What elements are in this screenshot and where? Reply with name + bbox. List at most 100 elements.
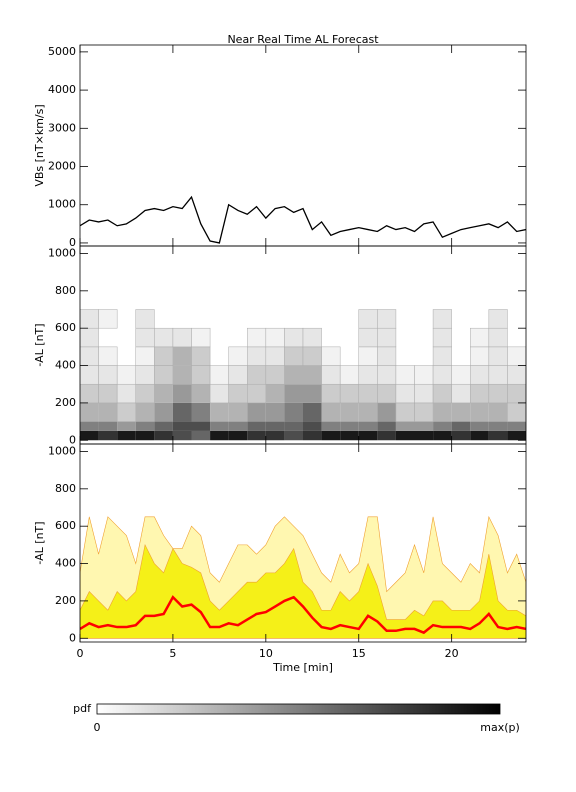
heatmap-cell: [451, 383, 471, 404]
heatmap-cell: [432, 327, 452, 348]
y-tick-label: 4000: [48, 83, 76, 96]
heatmap-cell: [284, 384, 303, 403]
heatmap-cell: [303, 384, 322, 403]
heatmap-cell: [265, 346, 285, 366]
heatmap-cell: [154, 402, 173, 422]
heatmap-cell: [321, 365, 341, 385]
heatmap-cell: [154, 346, 174, 366]
heatmap-cell: [470, 346, 490, 366]
heatmap-cell: [451, 421, 471, 431]
heatmap-cell: [470, 402, 489, 422]
heatmap-cell: [470, 327, 490, 348]
heatmap-cell: [172, 327, 192, 348]
heatmap-cell: [321, 430, 341, 441]
heatmap-cell: [98, 383, 118, 404]
heatmap-cell: [210, 402, 229, 422]
y-axis-label: VBs [nT×km/s]: [33, 104, 46, 186]
heatmap-cell: [191, 402, 211, 422]
heatmap-cell: [414, 430, 434, 441]
heatmap-cell: [265, 327, 285, 348]
y-tick-label: 1000: [48, 246, 76, 259]
x-tick-label: 5: [169, 647, 176, 660]
heatmap-cell: [80, 402, 99, 422]
heatmap-cell: [80, 421, 99, 431]
heatmap-cell: [470, 430, 489, 441]
heatmap-cell: [116, 383, 136, 404]
heatmap-cell: [284, 421, 303, 431]
y-tick-label: 3000: [48, 121, 76, 134]
heatmap-cell: [339, 383, 359, 404]
heatmap-cell: [135, 365, 155, 385]
heatmap-cell: [247, 421, 266, 431]
heatmap-cell: [228, 383, 248, 404]
heatmap-cell: [395, 430, 415, 441]
heatmap-cell: [247, 327, 267, 348]
heatmap-cell: [395, 421, 415, 431]
heatmap-cell: [80, 309, 99, 329]
heatmap-cell: [488, 309, 508, 329]
heatmap-cell: [98, 402, 118, 422]
heatmap-cell: [228, 365, 248, 385]
heatmap-cell: [116, 365, 136, 385]
heatmap-cell: [265, 402, 285, 422]
heatmap-cell: [377, 346, 397, 366]
heatmap-cell: [451, 430, 471, 441]
heatmap-cell: [358, 430, 378, 441]
heatmap-cell: [303, 365, 322, 385]
heatmap-cell: [80, 383, 99, 404]
heatmap-cell: [432, 365, 452, 385]
area: [80, 543, 526, 639]
colorbar-label: pdf: [73, 702, 92, 715]
heatmap-cell: [135, 346, 155, 366]
heatmap-cell: [321, 402, 341, 422]
heatmap-cell: [154, 421, 173, 431]
heatmap-cell: [377, 327, 397, 348]
heatmap-cell: [191, 421, 211, 431]
heatmap-cell: [340, 402, 359, 422]
heatmap-cell: [507, 346, 526, 366]
heatmap-cell: [265, 384, 285, 403]
heatmap-cell: [80, 346, 99, 366]
heatmap-cell: [209, 383, 229, 404]
y-tick-label: 0: [69, 631, 76, 644]
heatmap-cell: [172, 402, 192, 422]
y-tick-label: 400: [55, 359, 76, 372]
heatmap-cell: [395, 402, 415, 422]
heatmap-cell: [432, 346, 452, 366]
heatmap-cell: [191, 327, 211, 348]
heatmap-cell: [377, 430, 396, 441]
colorbar-min-label: 0: [94, 721, 101, 734]
heatmap-cell: [358, 402, 378, 422]
heatmap-cell: [488, 421, 508, 431]
heatmap-cell: [284, 346, 304, 366]
chart-title: Near Real Time AL Forecast: [227, 33, 379, 46]
heatmap-cell: [172, 365, 192, 385]
heatmap-cell: [433, 421, 452, 431]
heatmap-cell: [210, 430, 229, 441]
heatmap-cell: [80, 365, 99, 385]
heatmap-cell: [488, 346, 508, 366]
heatmap-cell: [451, 402, 471, 422]
y-tick-label: 2000: [48, 160, 76, 173]
heatmap-cell: [135, 327, 155, 348]
heatmap-cell: [98, 309, 118, 329]
heatmap-cell: [265, 421, 285, 431]
heatmap-cell: [265, 365, 285, 385]
heatmap-cell: [284, 402, 303, 422]
heatmap-cell: [154, 365, 174, 385]
heatmap-cell: [284, 365, 303, 385]
heatmap-cell: [265, 430, 285, 441]
heatmap-cell: [228, 346, 248, 366]
y-tick-label: 800: [55, 284, 76, 297]
heatmap-cell: [172, 430, 192, 441]
heatmap-cell: [172, 346, 192, 366]
heatmap-cell: [395, 365, 415, 385]
heatmap-cell: [488, 383, 508, 404]
heatmap-cell: [470, 365, 490, 385]
heatmap-cell: [284, 430, 303, 441]
heatmap-cell: [321, 383, 341, 404]
heatmap-cell: [117, 430, 136, 441]
heatmap-cell: [191, 384, 211, 403]
heatmap-cell: [228, 421, 248, 431]
heatmap-cell: [377, 365, 397, 385]
